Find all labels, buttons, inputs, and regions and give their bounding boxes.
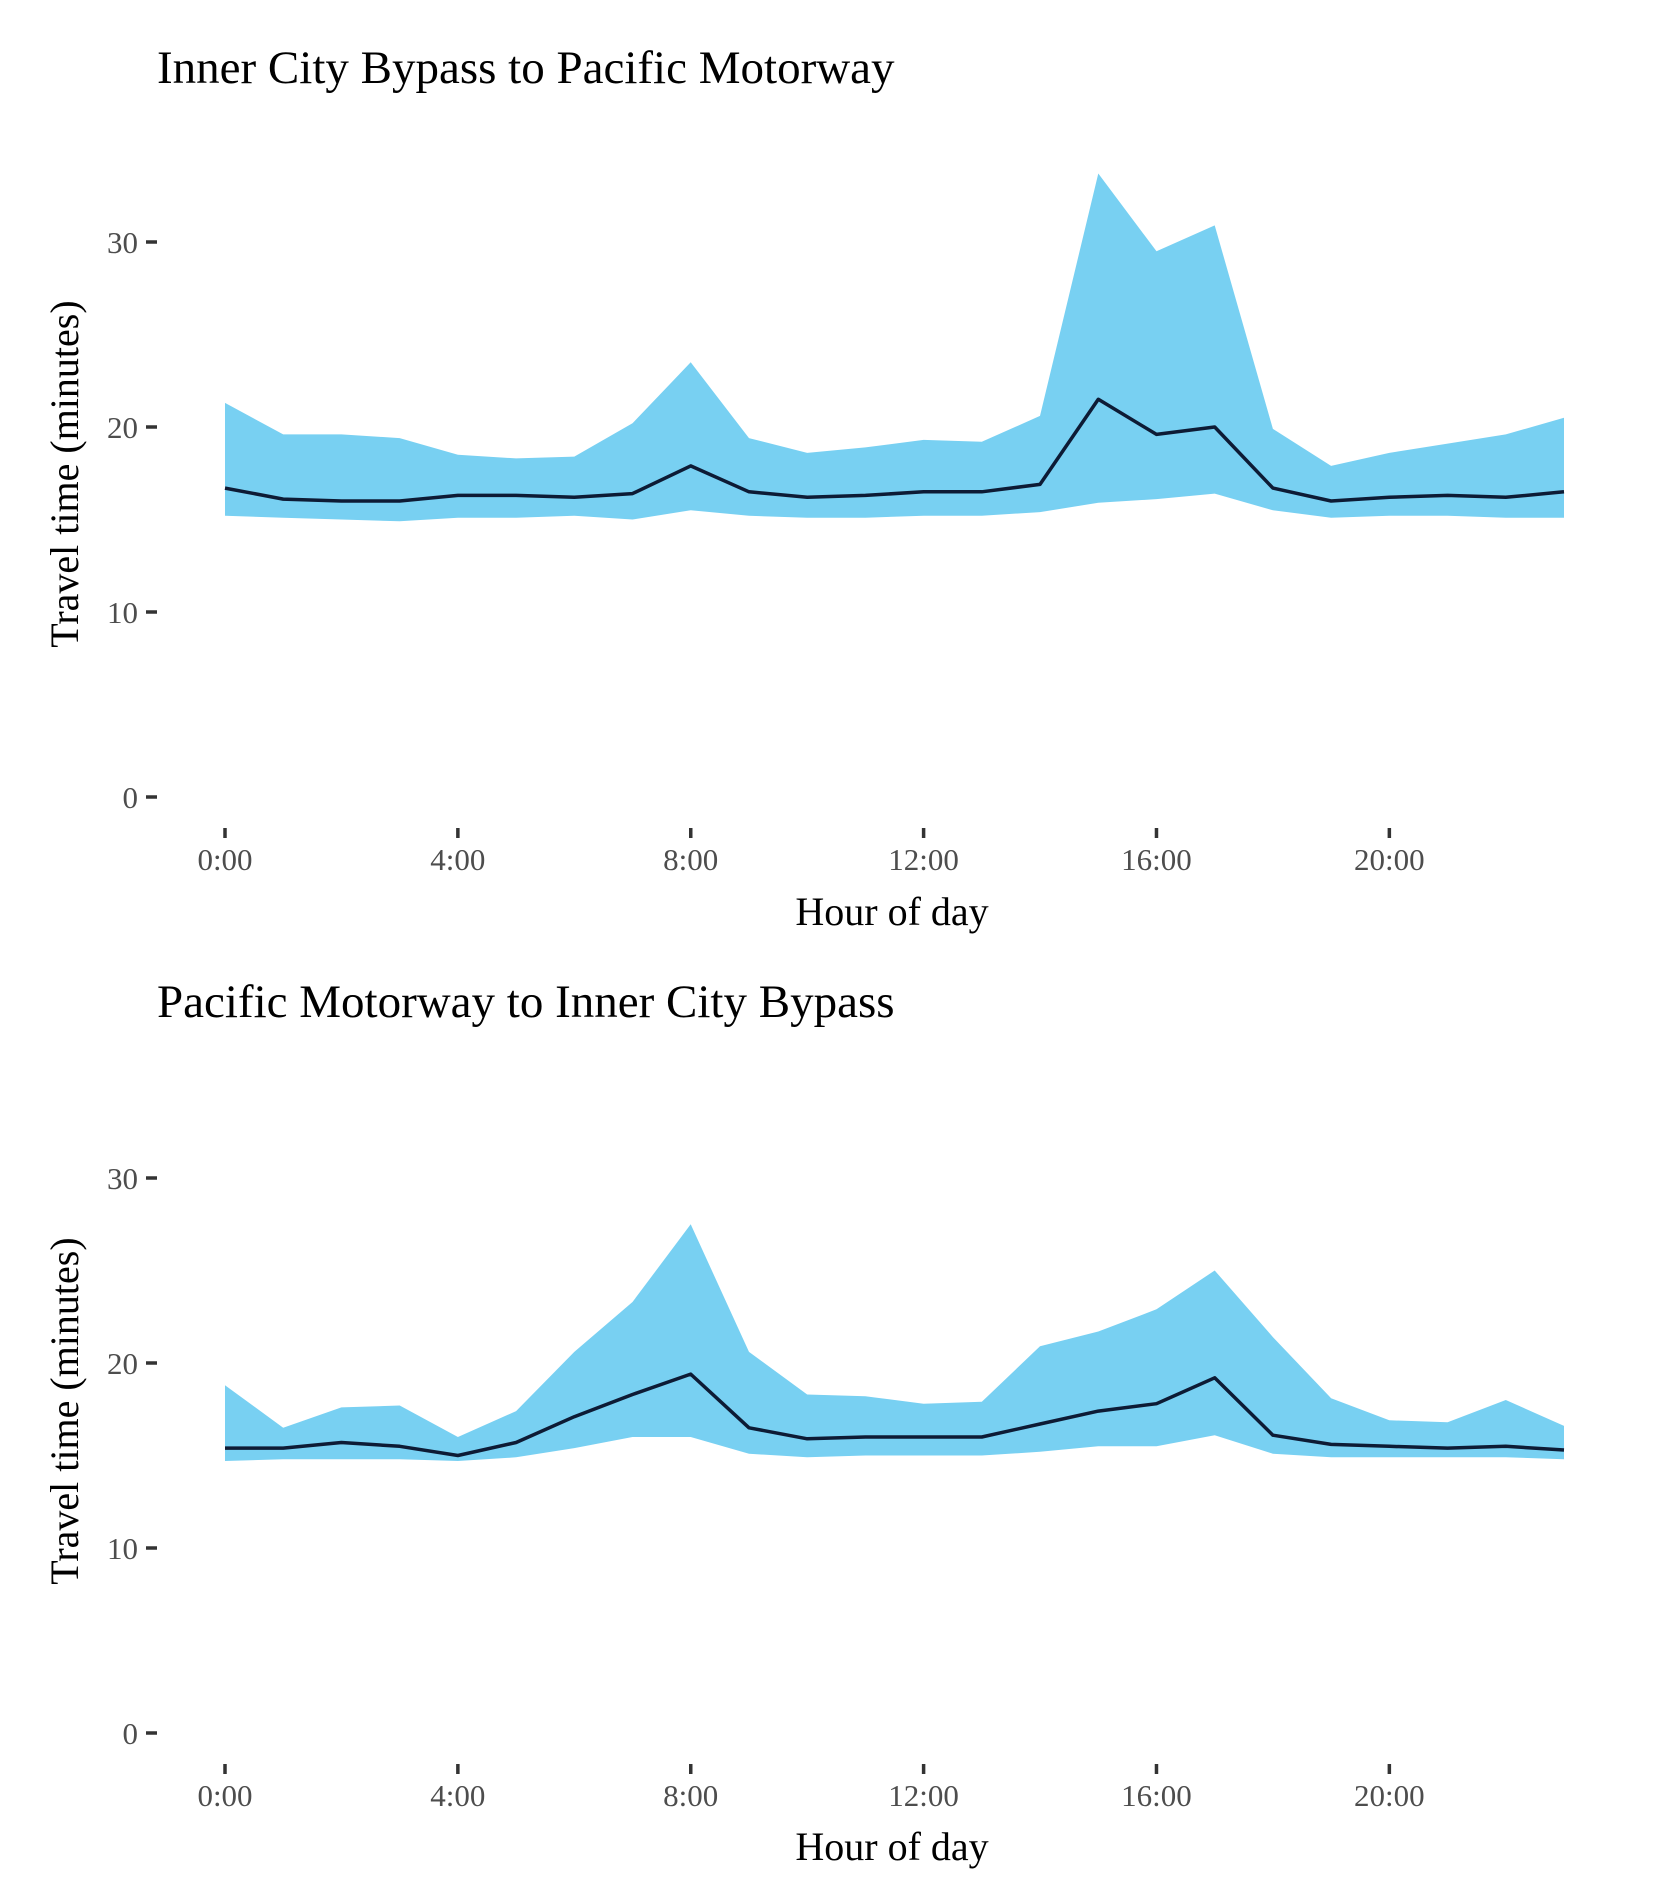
y-tick-label: 20 xyxy=(107,410,138,445)
x-axis-title: Hour of day xyxy=(795,1824,988,1869)
x-axis-title: Hour of day xyxy=(795,889,988,934)
panel-bottom: Pacific Motorway to Inner City Bypass 0 1… xyxy=(42,976,1565,1869)
y-axis-title: Travel time (minutes) xyxy=(42,300,87,647)
y-tick-label: 0 xyxy=(123,780,139,815)
x-tick-label: 12:00 xyxy=(888,1778,959,1813)
range-band-area xyxy=(225,1224,1564,1461)
x-tick-label: 20:00 xyxy=(1354,1778,1425,1813)
chart-title: Pacific Motorway to Inner City Bypass xyxy=(157,976,895,1028)
y-axis-title: Travel time (minutes) xyxy=(42,1237,87,1584)
panel-top: Inner City Bypass to Pacific Motorway 0 1… xyxy=(42,42,1565,934)
x-tick-label: 0:00 xyxy=(197,842,252,877)
x-tick-label: 12:00 xyxy=(888,842,959,877)
series-line xyxy=(225,1372,1565,1458)
y-tick-label: 10 xyxy=(107,595,138,630)
y-tick-label: 20 xyxy=(107,1346,138,1381)
x-tick-label: 16:00 xyxy=(1121,1778,1192,1813)
y-tick-label: 30 xyxy=(107,1161,138,1196)
x-tick-label: 8:00 xyxy=(663,842,718,877)
plot-area: 0 10 20 30 0:00 4:00 8:00 12:00 16:00 20:00 xyxy=(107,1161,1565,1813)
x-tick-label: 20:00 xyxy=(1354,842,1425,877)
x-tick-label: 0:00 xyxy=(197,1778,252,1813)
x-tick-label: 8:00 xyxy=(663,1778,718,1813)
x-tick-label: 4:00 xyxy=(430,842,485,877)
range-band-area xyxy=(225,173,1564,522)
y-tick-label: 10 xyxy=(107,1531,138,1566)
y-tick-label: 0 xyxy=(123,1716,139,1751)
plot-area: 0 10 20 30 0:00 4:00 8:00 12:00 16:00 20:00 xyxy=(107,173,1565,877)
x-tick-label: 16:00 xyxy=(1121,842,1192,877)
series-line xyxy=(224,397,1565,503)
chart-title: Inner City Bypass to Pacific Motorway xyxy=(157,42,895,94)
x-tick-label: 4:00 xyxy=(430,1778,485,1813)
y-tick-label: 30 xyxy=(107,225,138,260)
